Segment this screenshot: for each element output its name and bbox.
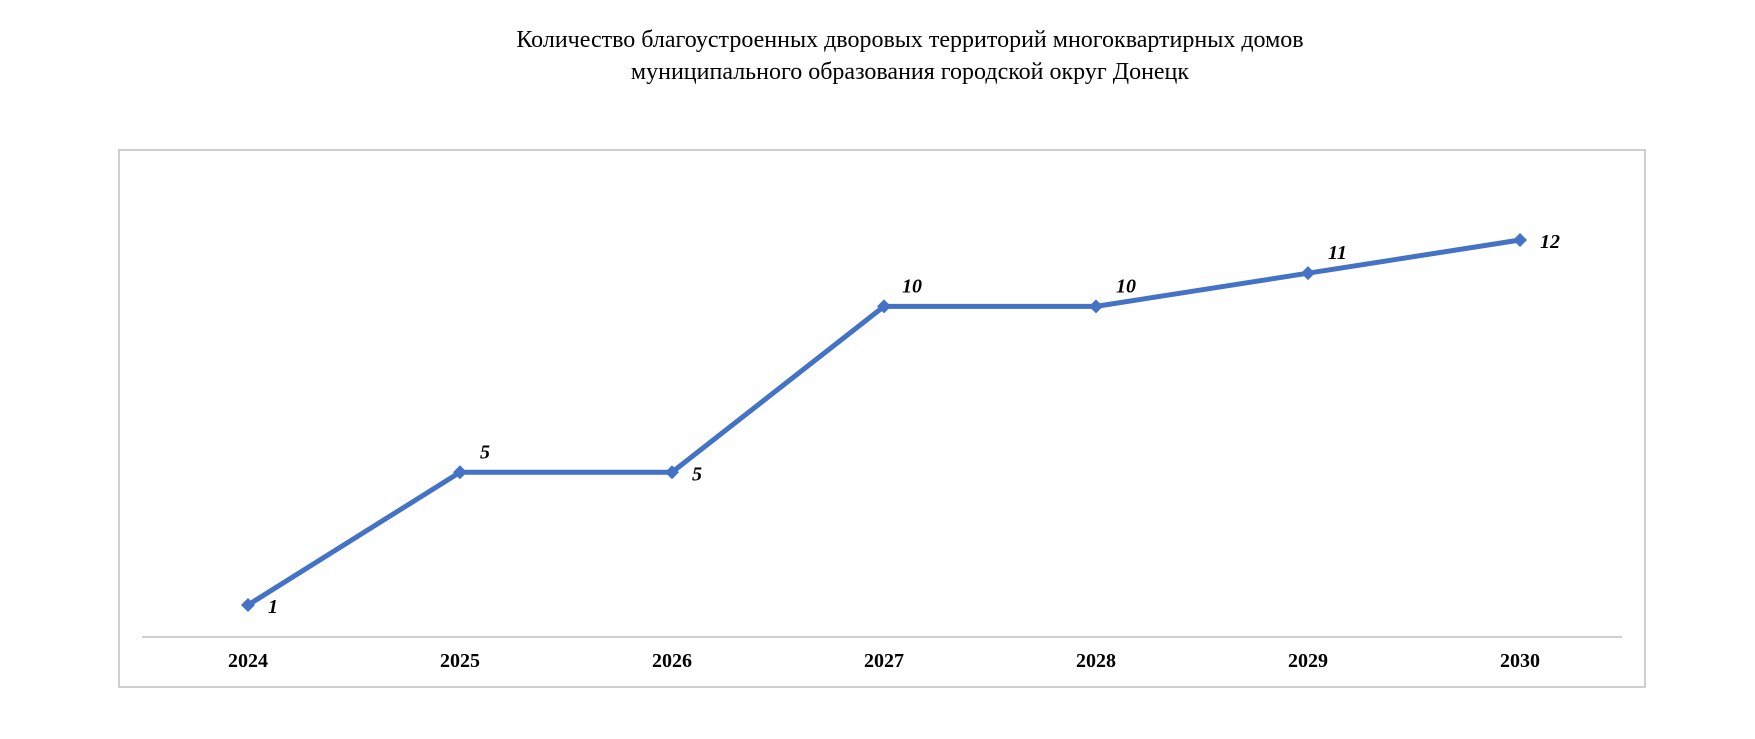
data-label-2027: 10 <box>902 275 922 297</box>
x-tick-label-2024: 2024 <box>228 650 268 672</box>
x-tick-label-2029: 2029 <box>1288 650 1328 672</box>
x-tick-label-2026: 2026 <box>652 650 692 672</box>
data-label-2025: 5 <box>480 441 490 463</box>
x-tick-layer: 2024 2025 2026 2027 2028 2029 2030 <box>228 650 1540 672</box>
data-label-2024: 1 <box>268 596 278 618</box>
x-tick-label-2025: 2025 <box>440 650 480 672</box>
chart-title-line-2: муниципального образования городской окр… <box>630 59 1190 85</box>
x-tick-label-2027: 2027 <box>864 650 904 672</box>
data-point-2028 <box>1089 299 1103 314</box>
data-point-2026 <box>665 465 679 480</box>
series-layer <box>241 233 1527 612</box>
data-point-2029 <box>1301 266 1315 281</box>
data-label-layer: 1 5 5 10 10 11 12 <box>268 231 1560 618</box>
data-label-2026: 5 <box>692 463 702 485</box>
x-tick-label-2030: 2030 <box>1500 650 1540 672</box>
data-point-2027 <box>877 299 891 314</box>
x-tick-label-2028: 2028 <box>1076 650 1116 672</box>
data-label-2030: 12 <box>1540 231 1560 253</box>
data-point-2024 <box>241 598 255 612</box>
data-point-2030 <box>1513 233 1527 247</box>
chart-title-line-1: Количество благоустроенных дворовых терр… <box>516 27 1304 53</box>
data-label-2028: 10 <box>1116 275 1136 297</box>
data-label-2029: 11 <box>1328 242 1347 264</box>
chart-frame <box>118 149 1646 688</box>
chart-title: Количество благоустроенных дворовых терр… <box>0 24 1755 88</box>
data-point-2025 <box>453 465 467 480</box>
